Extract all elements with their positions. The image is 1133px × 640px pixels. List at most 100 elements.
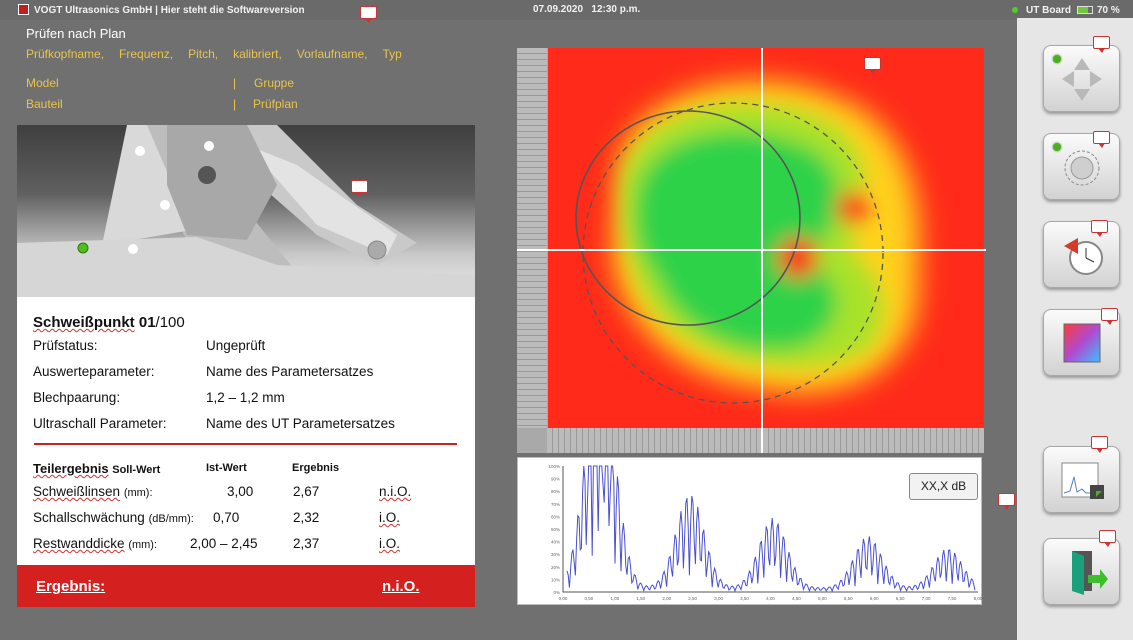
- focus-button[interactable]: [1043, 133, 1120, 200]
- a-scan-view[interactable]: 100% 90% 80% 70% 60% 50% 40% 30% 20% 10% 0% 0,00 0,5…: [517, 457, 983, 605]
- separator: |: [233, 76, 237, 90]
- date-time: 07.09.2020 12:30 p.m.: [533, 4, 640, 15]
- test-status-label: Prüfstatus:: [33, 338, 98, 353]
- x-tick-label: 2,50: [688, 596, 697, 601]
- weld-spot-number: 01: [138, 314, 156, 331]
- target-value: 0,70: [213, 510, 240, 525]
- right-toolbar: [1017, 18, 1133, 640]
- result-value: n.i.O.: [379, 484, 412, 499]
- weld-spot-card: Schweißpunkt 01/100 Prüfstatus: Ungeprüf…: [17, 297, 475, 607]
- weld-spot-total: /100: [155, 314, 185, 331]
- probe-target-icon: [1064, 150, 1100, 186]
- x-tick-label: 6,50: [896, 596, 905, 601]
- x-tick-label: 8,00: [974, 596, 983, 601]
- sheet-pairing-label: Blechpaarung:: [33, 390, 121, 405]
- result-value: i.O.: [379, 536, 401, 551]
- target-value: 2,00 – 2,45: [190, 536, 258, 551]
- y-tick-label: 40%: [551, 540, 560, 545]
- comment-icon[interactable]: [1101, 308, 1118, 325]
- residual-wall-label: Restwanddicke: [33, 536, 125, 551]
- comment-icon[interactable]: [1099, 530, 1116, 547]
- comment-icon[interactable]: [1093, 36, 1110, 53]
- weld-spot-label: Schweißpunkt: [33, 314, 135, 331]
- weld-spot-title: Schweißpunkt 01/100: [33, 314, 185, 331]
- table-row-label: Restwanddicke (mm):: [33, 536, 157, 551]
- probe-name-label: Prüfkopfname,: [26, 47, 105, 61]
- ut-param-label: Ultraschall Parameter:: [33, 416, 167, 431]
- table-row-label: Schallschwächung (dB/mm):: [33, 510, 194, 525]
- x-tick-label: 6,00: [870, 596, 879, 601]
- test-status-value: Ungeprüft: [206, 338, 266, 353]
- clock-undo-icon: [1064, 238, 1103, 275]
- comment-icon[interactable]: [1093, 131, 1110, 148]
- a-scan-chart: 100% 90% 80% 70% 60% 50% 40% 30% 20% 10% 0%0,00 0,5…: [548, 464, 983, 601]
- y-tick-label: 20%: [551, 565, 560, 570]
- part-image[interactable]: [17, 125, 475, 297]
- x-tick-label: 2,00: [662, 596, 671, 601]
- y-tick-label: 60%: [551, 514, 560, 519]
- result-value: i.O.: [379, 510, 401, 525]
- x-tick-label: 3,00: [714, 596, 723, 601]
- partial-result-label: Teilergebnis: [33, 461, 109, 476]
- part-label: Bauteil: [26, 97, 63, 111]
- pitch-label: Pitch,: [188, 47, 219, 61]
- x-tick-label: 1,00: [610, 596, 619, 601]
- exit-button[interactable]: [1043, 538, 1120, 605]
- overall-result-bar: Ergebnis: n.i.O.: [17, 565, 475, 607]
- c-scan-heatmap[interactable]: [548, 48, 984, 428]
- horizontal-ruler: [547, 428, 984, 453]
- save-scan-button[interactable]: [1043, 446, 1120, 513]
- move-button[interactable]: [1043, 45, 1120, 112]
- eval-param-value: Name des Parametersatzes: [206, 364, 374, 379]
- time-text: 12:30 p.m.: [591, 4, 641, 15]
- probe-info: Prüfkopfname, Frequenz, Pitch, kalibrier…: [26, 47, 402, 61]
- x-tick-label: 7,50: [948, 596, 957, 601]
- y-tick-label: 100%: [548, 464, 560, 469]
- color-palette-icon: [1063, 323, 1101, 363]
- y-tick-label: 10%: [551, 577, 560, 582]
- x-tick-label: 1,50: [636, 596, 645, 601]
- comment-icon[interactable]: [998, 493, 1015, 510]
- overall-result-value: n.i.O.: [382, 578, 420, 595]
- c-scan-view[interactable]: [517, 48, 986, 453]
- ut-param-value: Name des UT Parametersatzes: [206, 416, 395, 431]
- car-part-illustration: [17, 125, 475, 297]
- comment-icon[interactable]: [360, 6, 377, 23]
- status-led-icon: [1053, 55, 1061, 63]
- y-tick-label: 50%: [551, 527, 560, 532]
- a-scan-waveform: [566, 465, 976, 593]
- delay-line-label: Vorlaufname,: [296, 47, 368, 61]
- status-led-icon: [1053, 143, 1061, 151]
- x-tick-label: 7,00: [922, 596, 931, 601]
- y-tick-label: 30%: [551, 552, 560, 557]
- eval-param-label: Auswerteparameter:: [33, 364, 155, 379]
- test-plan-label: Prüfplan: [253, 97, 298, 111]
- battery-percent: 70 %: [1097, 5, 1120, 16]
- comment-icon[interactable]: [1091, 220, 1108, 237]
- x-tick-label: 0,00: [559, 596, 568, 601]
- comment-icon[interactable]: [864, 57, 881, 74]
- overall-result-label: Ergebnis:: [36, 578, 106, 595]
- battery-icon: [1077, 6, 1093, 14]
- model-label: Model: [26, 76, 59, 90]
- comment-icon[interactable]: [1091, 436, 1108, 453]
- divider: [34, 443, 457, 445]
- vertical-ruler: [517, 48, 547, 428]
- exit-door-icon: [1072, 551, 1108, 595]
- frequency-label: Frequenz,: [119, 47, 174, 61]
- app-title: VOGT Ultrasonics GmbH | Hier steht die S…: [34, 5, 305, 16]
- group-label: Gruppe: [254, 76, 295, 90]
- title-bar: VOGT Ultrasonics GmbH | Hier steht die S…: [0, 0, 1133, 20]
- x-tick-label: 4,00: [766, 596, 775, 601]
- history-button[interactable]: [1043, 221, 1120, 288]
- comment-icon[interactable]: [351, 180, 368, 197]
- crosshair-horizontal[interactable]: [517, 249, 986, 251]
- result-header: Ergebnis: [292, 462, 340, 474]
- separator: |: [233, 97, 237, 111]
- y-tick-label: 80%: [551, 489, 560, 494]
- gain-db-button[interactable]: XX,X dB: [909, 473, 978, 500]
- save-chart-icon: [1061, 462, 1104, 499]
- target-value-header: Soll-Wert: [112, 464, 161, 476]
- unit-label: (mm):: [128, 539, 158, 551]
- sheet-pairing-value: 1,2 – 1,2 mm: [206, 390, 285, 405]
